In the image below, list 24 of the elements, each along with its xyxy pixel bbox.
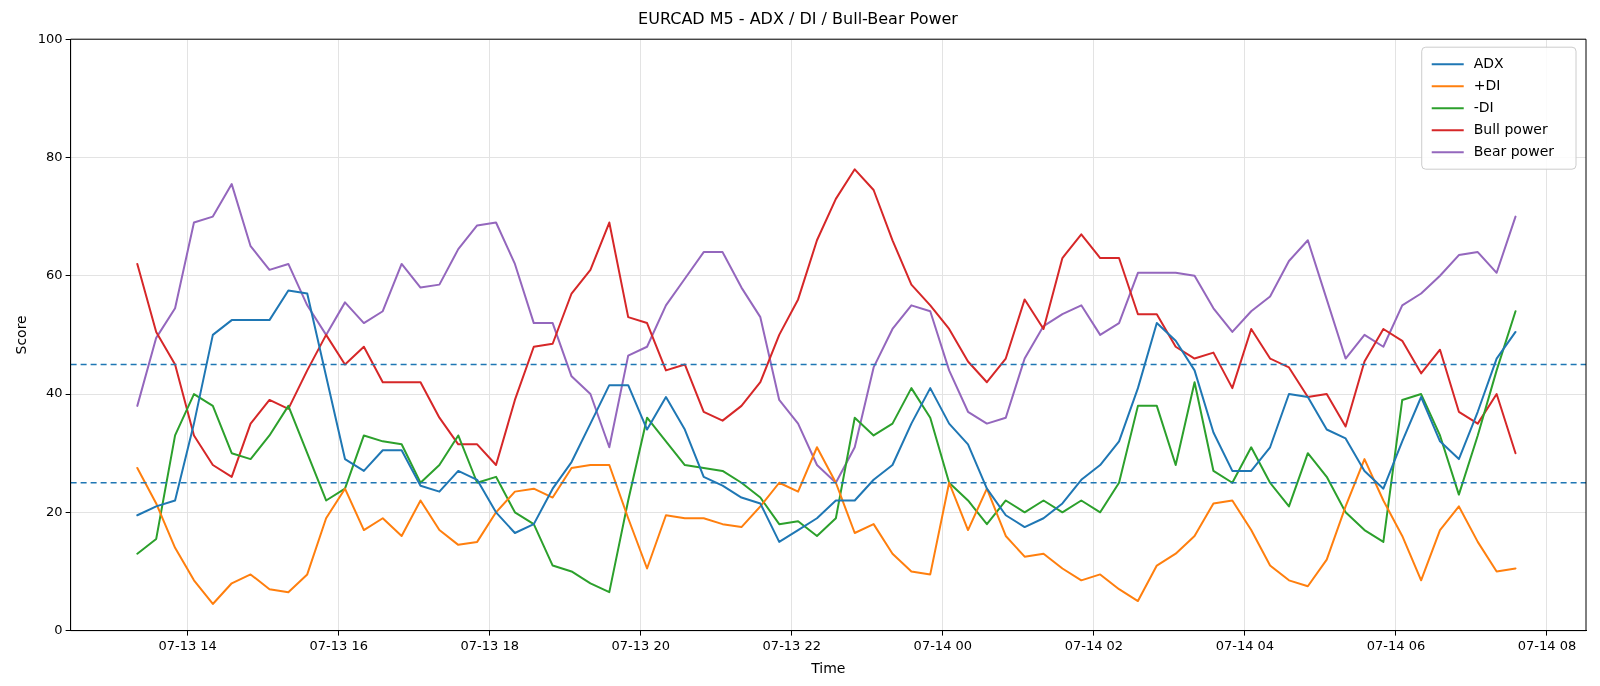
y-tick-label: 40 [46, 385, 63, 401]
x-tick-label: 07-13 14 [158, 637, 217, 653]
y-tick-label: 80 [46, 148, 63, 164]
x-tick-label: 07-14 02 [1064, 637, 1124, 653]
y-tick-label: 20 [46, 503, 63, 519]
legend-label: +DI [1473, 76, 1501, 93]
y-tick-label: 100 [37, 30, 63, 46]
x-tick-label: 07-13 16 [309, 637, 368, 653]
legend-label: Bear power [1473, 142, 1555, 159]
x-tick-label: 07-14 04 [1215, 637, 1275, 653]
legend-label: ADX [1473, 54, 1505, 71]
legend-label: Bull power [1473, 120, 1548, 137]
y-tick-label: 60 [46, 267, 63, 283]
x-tick-label: 07-13 22 [762, 637, 822, 653]
x-axis-title: Time [810, 660, 846, 677]
y-tick-label: 0 [54, 621, 63, 637]
legend-label: -DI [1473, 98, 1494, 115]
x-tick-label: 07-14 00 [913, 637, 973, 653]
x-tick-label: 07-14 06 [1366, 637, 1426, 653]
x-tick-label: 07-13 20 [611, 637, 670, 653]
chart-title: EURCAD M5 - ADX / DI / Bull-Bear Power [638, 8, 959, 28]
y-axis-title: Score [13, 315, 30, 355]
x-tick-label: 07-13 18 [460, 637, 519, 653]
x-tick-label: 07-14 08 [1517, 637, 1577, 653]
